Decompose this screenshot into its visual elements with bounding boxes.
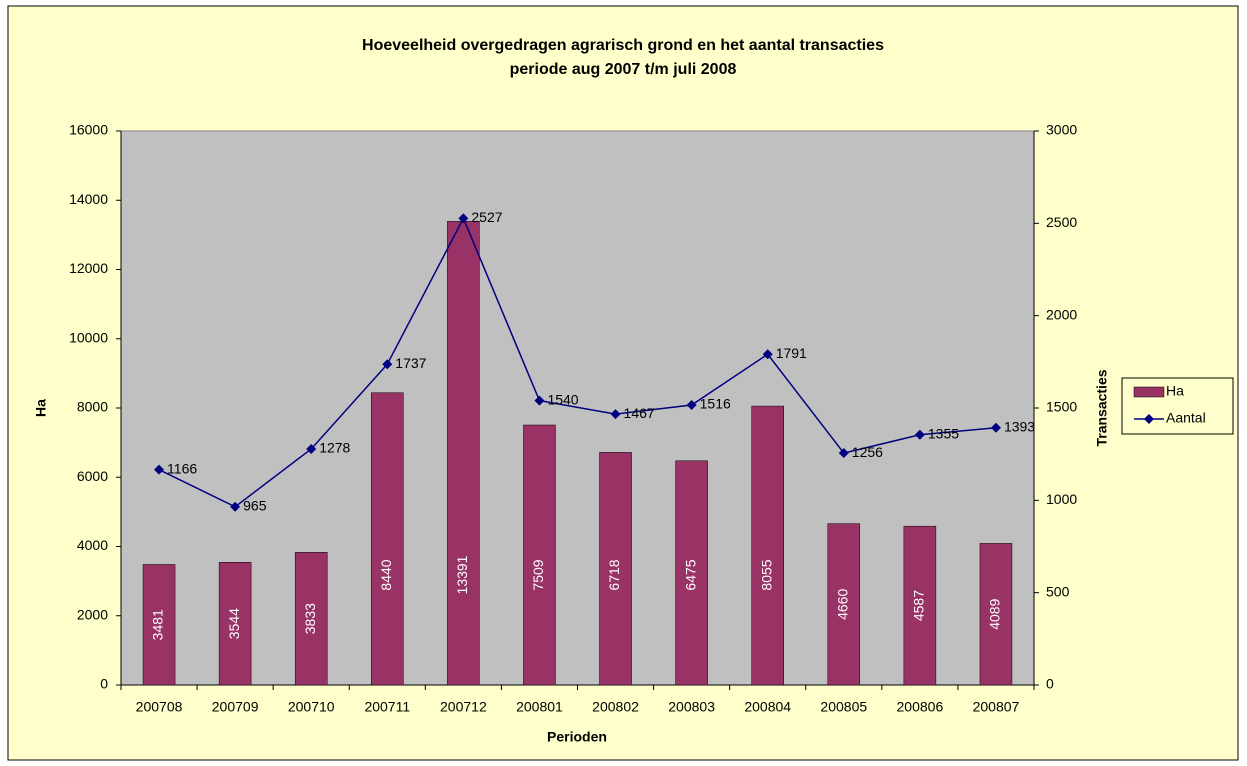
bar-value-label: 13391 (454, 555, 470, 594)
y-axis-title: Ha (33, 399, 49, 417)
y2-tick-label: 500 (1046, 583, 1070, 599)
line-value-label: 965 (243, 497, 267, 513)
bar (371, 392, 404, 686)
x-tick-label: 200805 (820, 699, 867, 715)
x-tick-label: 200804 (744, 699, 791, 715)
bar-value-label: 8055 (758, 559, 774, 590)
y-tick-label: 16000 (69, 122, 108, 138)
x-tick-label: 200801 (516, 699, 563, 715)
x-tick-label: 200802 (592, 699, 639, 715)
line-value-label: 1737 (395, 355, 426, 371)
line-value-label: 1278 (319, 440, 350, 456)
bar-value-label: 3544 (226, 608, 242, 639)
line-value-label: 1540 (547, 391, 578, 407)
line-marker (534, 395, 545, 406)
y-tick-label: 0 (100, 676, 108, 692)
y2-tick-label: 3000 (1046, 122, 1077, 138)
x-tick-label: 200803 (668, 699, 715, 715)
y2-tick-label: 2000 (1046, 306, 1077, 322)
bar-value-label: 3833 (302, 603, 318, 634)
x-tick-label: 200806 (897, 699, 944, 715)
y-tick-label: 6000 (77, 468, 108, 484)
y2-tick-label: 0 (1046, 676, 1054, 692)
line-value-label: 1791 (776, 345, 807, 361)
bar (218, 562, 252, 686)
line-value-label: 1256 (852, 444, 883, 460)
x-axis-title: Perioden (547, 729, 607, 745)
bar (827, 523, 861, 686)
x-tick-label: 200710 (288, 699, 335, 715)
y2-tick-label: 1500 (1046, 399, 1077, 415)
y2-tick-label: 1000 (1046, 491, 1077, 507)
line-marker (838, 448, 849, 459)
legend-swatch (1133, 386, 1165, 398)
x-tick-label: 200712 (440, 699, 487, 715)
line-value-label: 1355 (928, 425, 959, 441)
line-marker (990, 422, 1001, 433)
bar (599, 452, 632, 686)
x-tick-label: 200708 (136, 699, 183, 715)
line-marker (382, 359, 393, 370)
legend-label: Aantal (1166, 410, 1206, 426)
line-marker (458, 213, 469, 224)
bar (979, 543, 1013, 686)
bar-value-label: 4587 (911, 590, 927, 621)
bar (523, 424, 556, 686)
bar-value-label: 6718 (606, 559, 622, 590)
y-tick-label: 8000 (77, 399, 108, 415)
y-tick-label: 14000 (69, 191, 108, 207)
y-tick-label: 4000 (77, 537, 108, 553)
line-marker (154, 464, 165, 475)
line-value-label: 1393 (1004, 418, 1035, 434)
bar (675, 460, 708, 686)
legend-label: Ha (1166, 383, 1184, 399)
line-value-label: 1166 (167, 460, 197, 476)
bar-value-label: 8440 (378, 559, 394, 590)
line-value-label: 2527 (471, 209, 502, 225)
bar (294, 552, 328, 686)
bar (142, 564, 176, 686)
line-value-label: 1467 (624, 405, 655, 421)
x-tick-label: 200711 (364, 699, 410, 715)
bar-value-label: 7509 (530, 559, 546, 590)
line-marker (306, 443, 317, 454)
chart-title: Hoeveelheid overgedragen agrarisch grond… (362, 37, 884, 54)
y2-axis-title: Transacties (1094, 369, 1110, 446)
line-marker (230, 501, 241, 512)
bar (903, 525, 937, 686)
chart-subtitle: periode aug 2007 t/m juli 2008 (510, 61, 737, 78)
line-marker (610, 409, 621, 420)
bar (751, 405, 784, 686)
line-marker (686, 400, 697, 411)
bar-value-label: 3481 (150, 609, 166, 640)
line-marker (914, 429, 925, 440)
bar (447, 221, 480, 686)
y-tick-label: 2000 (77, 606, 108, 622)
bar-value-label: 6475 (682, 559, 698, 590)
x-tick-label: 200709 (212, 699, 259, 715)
y-tick-label: 10000 (69, 329, 108, 345)
line-value-label: 1516 (700, 396, 731, 412)
y-tick-label: 12000 (69, 260, 108, 276)
legend-marker (1144, 414, 1154, 424)
bar-value-label: 4660 (834, 589, 850, 620)
x-tick-label: 200807 (973, 699, 1020, 715)
bar-value-label: 4089 (987, 598, 1003, 629)
line (158, 216, 997, 508)
line-marker (762, 349, 773, 360)
y2-tick-label: 2500 (1046, 214, 1077, 230)
